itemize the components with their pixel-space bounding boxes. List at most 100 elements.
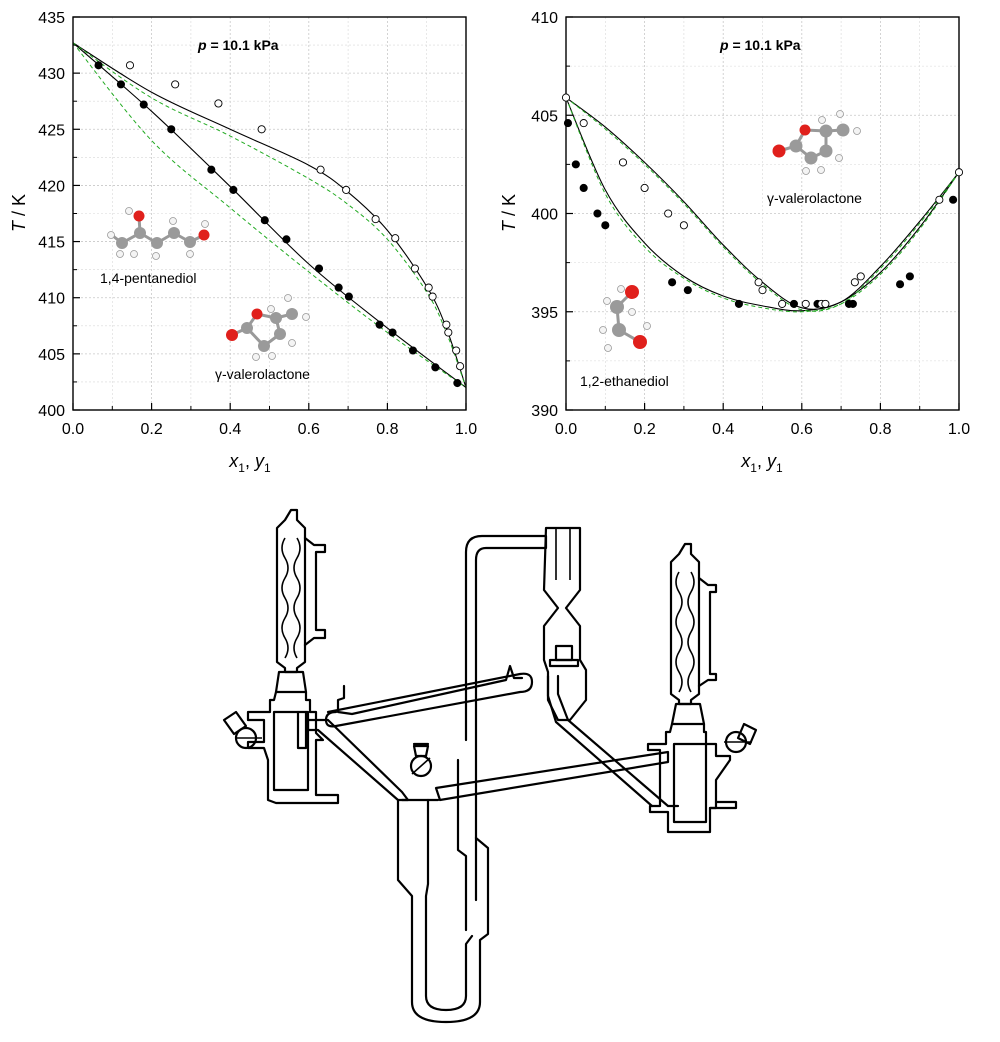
tick-labels: 0.0 0.2 0.4 0.6 0.8 1.0 400 405 410 415 420 425 430 4…: [38, 10, 477, 438]
atom-h: [599, 326, 607, 334]
data-point-vapor: [391, 234, 400, 243]
points: [94, 61, 465, 388]
atom-h: [169, 217, 177, 225]
data-point-liquid: [207, 165, 216, 174]
apparatus-diagram: [222, 508, 758, 1024]
molecule-gvl-right: [772, 110, 861, 175]
data-point-liquid: [229, 185, 238, 194]
molecule-gvl-left: [226, 294, 310, 361]
data-point-liquid: [896, 280, 905, 289]
atom-c: [184, 236, 196, 248]
x-tick-label: 0.6: [791, 421, 813, 438]
data-point-vapor: [579, 119, 588, 128]
data-point-vapor: [452, 346, 461, 355]
data-point-liquid: [789, 299, 798, 308]
data-point-vapor: [754, 278, 763, 287]
data-point-liquid: [949, 195, 958, 204]
atom-h: [284, 294, 292, 302]
molecule-label-gvl-right: γ-valerolactone: [767, 190, 862, 206]
molecule-label-gvl-left: γ-valerolactone: [215, 366, 310, 382]
atom-h: [817, 166, 825, 174]
pressure-annotation: p = 10.1 kPa: [197, 37, 279, 53]
x-tick-label: 1.0: [948, 421, 970, 438]
x-axis-label: x1, y1: [740, 451, 783, 475]
data-point-liquid: [905, 272, 914, 281]
x-axis-var1: x: [740, 451, 751, 471]
data-point-liquid: [563, 119, 573, 128]
atom-o: [633, 335, 647, 349]
atom-h: [116, 250, 124, 258]
x-axis-sub2: 1: [776, 461, 783, 475]
atom-h: [604, 344, 612, 352]
atom-o: [226, 329, 238, 341]
atom-h: [186, 250, 194, 258]
y-tick-label: 420: [38, 178, 65, 195]
atom-c: [612, 323, 626, 337]
data-point-vapor: [801, 299, 810, 308]
data-point-vapor: [758, 286, 767, 295]
x-tick-label: 0.8: [869, 421, 891, 438]
x-tick-label: 0.2: [140, 421, 162, 438]
atom-c: [116, 237, 128, 249]
atom-o: [625, 285, 639, 299]
data-point-liquid: [579, 183, 588, 193]
pressure-annotation: p = 10.1 kPa: [719, 37, 801, 53]
data-point-liquid: [734, 299, 743, 308]
molecule-label-1-2-ethanediol: 1,2-ethanediol: [580, 373, 669, 389]
right-condenser: [669, 542, 718, 726]
tick-labels: 0.0 0.2 0.4 0.6 0.8 1.0 390 395 400 405 410: [531, 10, 970, 438]
atom-h: [201, 220, 209, 228]
atom-c: [836, 123, 850, 137]
data-point-vapor: [410, 264, 419, 273]
data-point-vapor: [442, 320, 451, 329]
atom-o: [198, 229, 210, 241]
data-point-vapor: [664, 209, 673, 218]
x-axis-label: x1, y1: [228, 451, 271, 475]
atom-h: [818, 116, 826, 124]
y-tick-label: 410: [531, 10, 558, 27]
data-point-liquid: [334, 283, 343, 292]
y-tick-label: 405: [38, 347, 65, 364]
series-line-2: [565, 97, 960, 312]
x-tick-label: 0.6: [298, 421, 320, 438]
x-tick-label: 0.0: [555, 421, 577, 438]
data-point-liquid: [282, 235, 291, 244]
ticks: [565, 16, 960, 411]
x-tick-label: 0.4: [712, 421, 734, 438]
ticks: [72, 16, 467, 411]
data-point-vapor: [821, 299, 830, 308]
data-point-vapor: [561, 93, 571, 102]
data-point-vapor: [954, 168, 964, 177]
x-axis-var2: y: [253, 451, 265, 471]
atom-c: [610, 300, 624, 314]
atom-c: [168, 227, 180, 239]
atom-h: [107, 231, 115, 239]
pressure-var: p: [719, 37, 729, 53]
chart-left: 0.0 0.2 0.4 0.6 0.8 1.0 400 405 410 415 420 425 430 4…: [9, 10, 477, 475]
data-point-vapor: [444, 328, 453, 337]
data-point-liquid: [453, 379, 462, 388]
y-axis-var: T: [499, 219, 519, 232]
y-tick-label: 390: [531, 403, 558, 420]
atom-h: [643, 322, 651, 330]
atom-o: [799, 124, 811, 136]
atom-h: [603, 297, 611, 305]
data-point-vapor: [679, 221, 688, 230]
data-point-liquid: [601, 221, 610, 230]
data-point-vapor: [856, 272, 865, 281]
atom-o: [772, 144, 786, 158]
pressure-var: p: [197, 37, 207, 53]
y-axis-unit: / K: [499, 194, 519, 221]
data-point-vapor: [618, 158, 628, 167]
y-tick-label: 400: [38, 403, 65, 420]
data-point-liquid: [593, 209, 602, 218]
atom-c: [274, 328, 286, 340]
data-point-vapor: [424, 283, 433, 292]
data-point-vapor: [778, 299, 787, 308]
data-point-liquid: [116, 80, 125, 89]
y-tick-label: 430: [38, 66, 65, 83]
atom-h: [125, 207, 133, 215]
data-point-liquid: [94, 61, 103, 70]
x-tick-label: 0.2: [633, 421, 655, 438]
series-line-4: [72, 42, 467, 388]
